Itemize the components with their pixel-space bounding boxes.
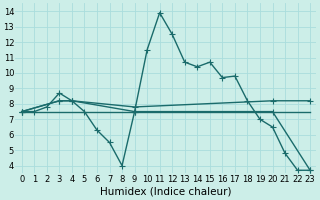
X-axis label: Humidex (Indice chaleur): Humidex (Indice chaleur)	[100, 187, 232, 197]
